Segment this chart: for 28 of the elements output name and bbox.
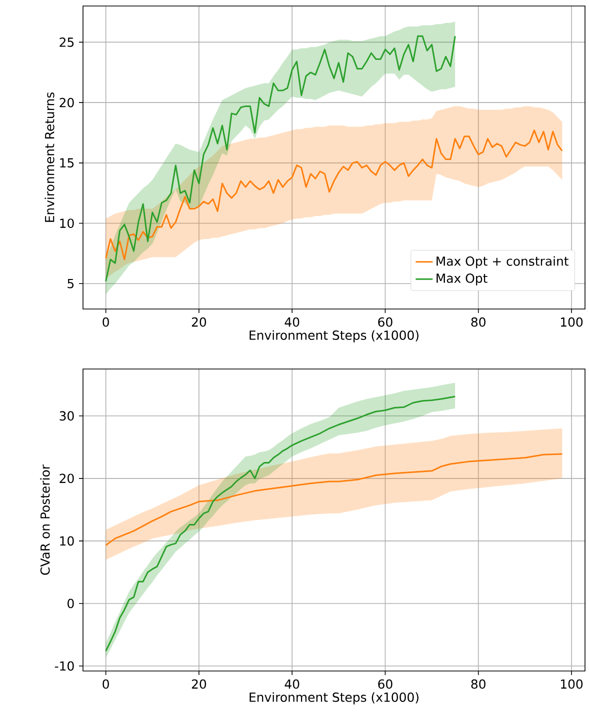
legend-label: Max Opt [436,274,488,286]
x-tick-label: 40 [284,679,300,689]
x-tick-label: 80 [471,317,486,327]
x-tick-label: 60 [378,317,392,327]
y-axis-title: Environment Returns [44,92,54,222]
x-tick-label: 60 [378,679,392,689]
x-tick-label: 80 [471,679,486,689]
y-tick-label: -10 [54,661,74,671]
y-tick-label: 0 [68,598,74,608]
y-tick-label: 15 [60,158,74,168]
y-tick-label: 10 [60,536,74,546]
y-tick-label: 20 [60,474,74,484]
y-tick-label: 20 [60,98,74,108]
x-tick-label: 40 [284,317,300,327]
y-tick-label: 5 [68,279,74,288]
x-tick-label: 0 [102,317,109,327]
x-tick-label: 20 [192,679,206,689]
x-tick-label: 100 [560,679,583,689]
y-tick-label: 25 [60,37,74,47]
x-tick-label: 0 [102,679,109,689]
x-tick-label: 20 [192,317,206,327]
x-axis-title: Environment Steps (x1000) [250,330,418,342]
x-axis-title: Environment Steps (x1000) [250,692,418,704]
y-tick-label: 10 [60,218,74,228]
x-tick-label: 100 [560,317,583,327]
y-tick-label: 30 [60,411,74,421]
legend-label: Max Opt + constraint [436,256,568,268]
y-axis-title: CVaR on Posterior [40,464,50,575]
